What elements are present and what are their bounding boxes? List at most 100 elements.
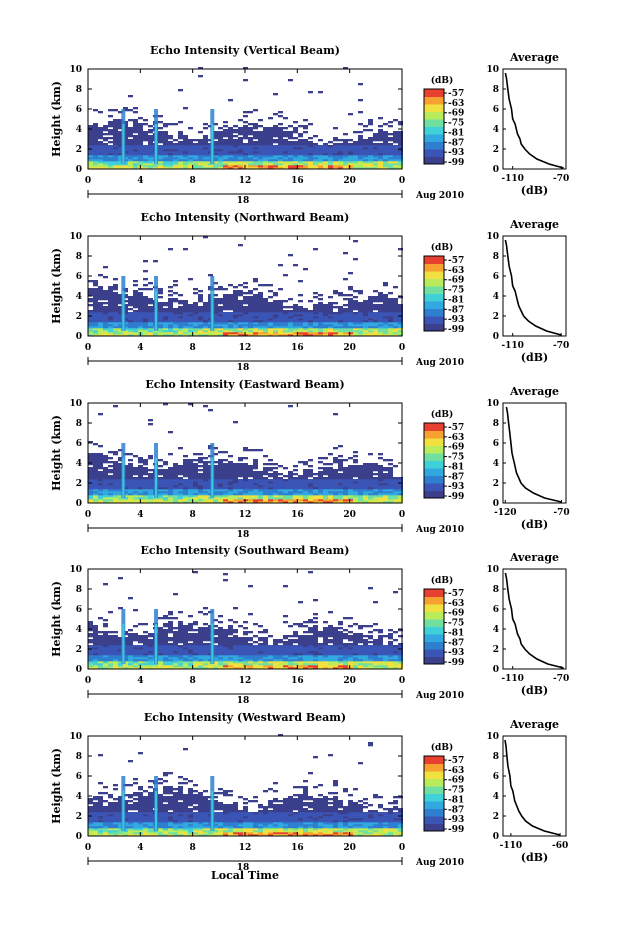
x-tick-label: 0 — [85, 176, 91, 186]
heatmap-cell — [163, 625, 168, 628]
heatmap-cell — [338, 322, 343, 325]
heatmap-cell — [118, 131, 123, 134]
heatmap-cell — [393, 491, 398, 494]
heatmap-cell — [253, 661, 258, 664]
heatmap-cell — [333, 334, 338, 337]
heatmap-cell — [248, 613, 253, 616]
heatmap-cell — [183, 302, 188, 305]
heatmap-cell — [353, 159, 358, 162]
heatmap-cell — [203, 499, 208, 502]
heatmap-cell — [113, 665, 118, 668]
heatmap-cell — [198, 633, 203, 636]
heatmap-cell — [138, 489, 143, 492]
average-y-tick-label: 4 — [493, 125, 499, 135]
heatmap-cell — [153, 663, 158, 666]
heatmap-cell — [128, 483, 133, 486]
heatmap-cell — [313, 308, 318, 311]
heatmap-cell — [133, 667, 138, 670]
heatmap-cell — [158, 631, 163, 634]
heatmap-cell — [168, 665, 173, 668]
heatmap-cell — [363, 499, 368, 502]
heatmap-cell — [178, 89, 183, 92]
heatmap-cell — [363, 320, 368, 323]
heatmap-cell — [128, 467, 133, 470]
heatmap-cell — [273, 326, 278, 329]
heatmap-cell — [143, 123, 148, 126]
heatmap-cell — [218, 161, 223, 164]
heatmap-cell — [253, 495, 258, 498]
heatmap-cell — [283, 139, 288, 142]
heatmap-cell — [173, 147, 178, 150]
x-tick-label: 0 — [399, 343, 405, 353]
heatmap-cell — [138, 322, 143, 325]
heatmap-cell — [93, 125, 98, 128]
y-tick-label: 2 — [76, 145, 82, 155]
heatmap-cell — [353, 308, 358, 311]
heatmap-cell — [193, 304, 198, 307]
heatmap-cell — [108, 645, 113, 648]
heatmap-cell — [148, 497, 153, 500]
heatmap-cell — [118, 663, 123, 666]
heatmap-cell — [168, 469, 173, 472]
heatmap-cell — [163, 481, 168, 484]
heatmap-cell — [138, 330, 143, 333]
heatmap-cell — [213, 487, 218, 490]
heatmap-cell — [188, 161, 193, 164]
heatmap-cell — [353, 495, 358, 498]
heatmap-cell — [388, 312, 393, 315]
heatmap-cell — [373, 491, 378, 494]
heatmap-cell — [233, 629, 238, 632]
heatmap-cell — [373, 312, 378, 315]
heatmap-cell — [88, 635, 93, 638]
heatmap-cell — [238, 661, 243, 664]
heatmap-cell — [118, 306, 123, 309]
heatmap-cell — [128, 497, 133, 500]
heatmap-cell — [98, 465, 103, 468]
heatmap-cell — [158, 493, 163, 496]
heatmap-cell — [278, 649, 283, 652]
heatmap-cell — [173, 651, 178, 654]
heatmap-cell — [243, 643, 248, 646]
heatmap-cell — [228, 627, 233, 630]
heatmap-cell — [358, 334, 363, 337]
heatmap-cell — [388, 147, 393, 150]
heatmap-cell — [168, 629, 173, 632]
heatmap-cell — [348, 159, 353, 162]
heatmap-cell — [113, 304, 118, 307]
heatmap-cell — [123, 167, 128, 170]
heatmap-cell — [178, 501, 183, 504]
heatmap-cell — [183, 633, 188, 636]
average-frame — [502, 235, 567, 337]
heatmap-cell — [218, 165, 223, 168]
heatmap-cell — [188, 322, 193, 325]
colorbar-segment — [424, 468, 444, 476]
heatmap-cell — [348, 145, 353, 148]
heatmap-cell — [198, 320, 203, 323]
heatmap-cell — [158, 487, 163, 490]
heatmap-cell — [198, 461, 203, 464]
heatmap-cell — [133, 111, 138, 114]
heatmap-cell — [368, 314, 373, 317]
heatmap-cell — [123, 633, 128, 636]
heatmap-cell — [378, 320, 383, 323]
heatmap-cell — [223, 653, 228, 656]
heatmap-cell — [123, 159, 128, 162]
heatmap-cell — [383, 310, 388, 313]
heatmap-cell — [323, 467, 328, 470]
heatmap-cell — [323, 485, 328, 488]
heatmap-cell — [123, 655, 128, 658]
heatmap-cell — [188, 625, 193, 628]
heatmap-cell — [93, 159, 98, 162]
heatmap-cell — [163, 623, 168, 626]
heatmap-cell — [258, 479, 263, 482]
heatmap-cell — [303, 491, 308, 494]
heatmap-cell — [158, 667, 163, 670]
heatmap-cell — [113, 149, 118, 152]
heatmap-cell — [273, 163, 278, 166]
heatmap-cell — [378, 485, 383, 488]
heatmap-cell — [88, 499, 93, 502]
heatmap-cell — [383, 165, 388, 168]
heatmap-cell — [88, 485, 93, 488]
heatmap-cell — [393, 133, 398, 136]
heatmap-cell — [148, 314, 153, 317]
